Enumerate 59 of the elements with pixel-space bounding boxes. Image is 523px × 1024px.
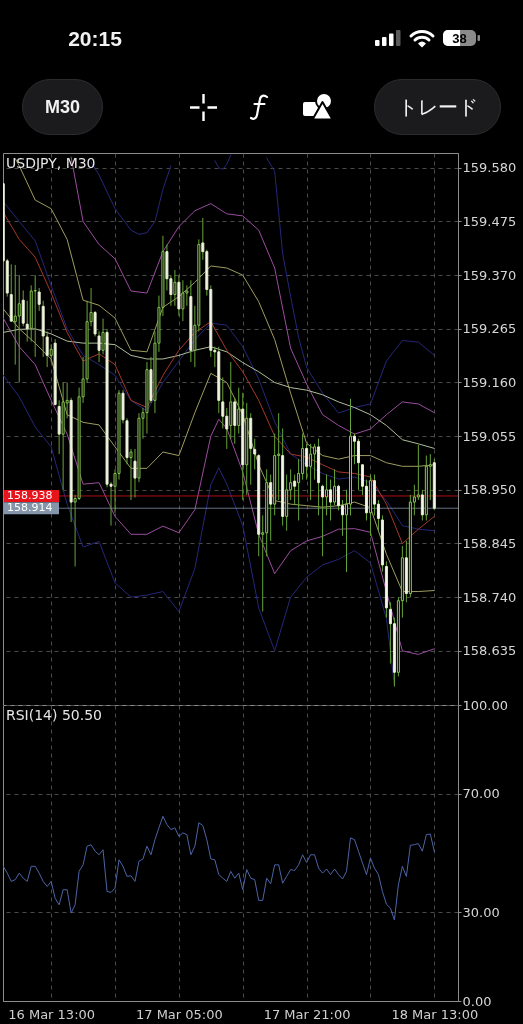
candlestick (133, 448, 137, 498)
x-tick-label: 16 Mar 13:00 (8, 1006, 96, 1022)
text: 20:15 (67, 26, 123, 52)
y-tick-label: 159.055 (462, 428, 517, 444)
candlestick (416, 444, 420, 501)
y-tick-label: 159.265 (462, 321, 517, 337)
candlestick (237, 387, 241, 435)
candlestick (293, 473, 297, 506)
candlestick (356, 438, 360, 491)
text: 38 (443, 29, 476, 48)
candlestick (277, 412, 281, 501)
candlestick (25, 300, 29, 343)
text: M30 (44, 96, 81, 119)
candlestick (352, 433, 356, 465)
candlestick (420, 489, 424, 521)
y-tick-label: 158.845 (462, 535, 517, 551)
candlestick (13, 264, 17, 366)
y-tick-label: 158.950 (462, 482, 517, 498)
y-tick-label: 159.475 (462, 213, 517, 229)
ref-line-label: 158.938 (7, 488, 53, 502)
candlestick (325, 473, 329, 516)
candlestick (253, 438, 257, 470)
candlestick (129, 448, 133, 501)
y-tick-label: 159.370 (462, 267, 517, 283)
y-tick-label: 0.00 (462, 993, 492, 1009)
x-tick-label: 17 Mar 05:00 (135, 1006, 223, 1022)
line-series (3, 308, 435, 593)
candlestick (221, 376, 225, 429)
candlestick (181, 279, 185, 322)
y-tick-label: 158.740 (462, 589, 517, 605)
text: トレード (396, 94, 479, 121)
y-tick-label: 159.580 (462, 160, 517, 176)
y-tick-label: 158.635 (462, 643, 517, 659)
y-tick-label: 70.00 (462, 786, 500, 802)
candlestick (33, 274, 37, 358)
line-series (3, 815, 435, 921)
candlestick (321, 484, 325, 557)
candlestick (333, 468, 337, 506)
candlestick (372, 473, 376, 516)
y-tick-label: 30.00 (462, 904, 500, 920)
line-series (3, 328, 435, 449)
chart-title: USDJPY, M30 (6, 155, 96, 171)
candlestick (305, 443, 309, 481)
x-tick-label: 17 Mar 21:00 (263, 1006, 351, 1022)
candlestick (173, 269, 177, 307)
candlestick (329, 479, 333, 521)
y-tick-label: 159.160 (462, 374, 517, 390)
candlestick (229, 361, 233, 440)
x-tick-label: 18 Mar 13:00 (391, 1006, 479, 1022)
ref-line-label: 158.914 (7, 501, 53, 515)
candlestick (309, 443, 313, 501)
y-tick-label: 100.00 (462, 697, 508, 713)
chart-title: RSI(14) 50.50 (6, 707, 103, 723)
candlestick (269, 473, 273, 542)
candlestick (17, 274, 21, 383)
candlestick (37, 287, 41, 312)
candlestick (313, 443, 317, 481)
candlestick (233, 397, 237, 445)
candlestick (21, 289, 25, 327)
